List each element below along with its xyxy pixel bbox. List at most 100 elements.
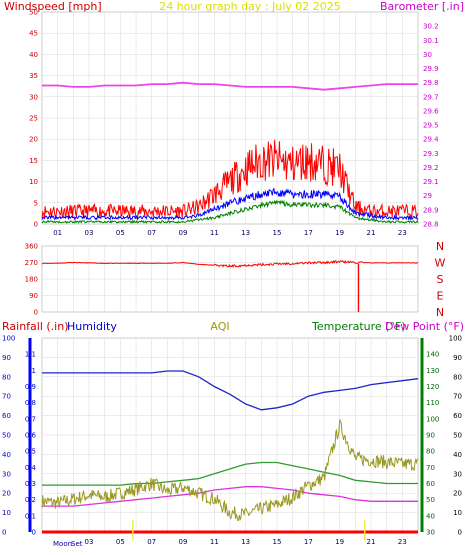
wind-direction-line [42,259,419,269]
wind-x-tick-label: 13 [241,229,250,237]
compass-label: E [437,290,444,303]
dewpoint-tick-label: 70 [453,393,462,401]
compass-label: N [436,306,444,319]
temperature-tick-label: 30 [426,529,435,537]
wind-x-tick-label: 23 [398,229,407,237]
dewpoint-tick-label: 40 [453,451,462,459]
moon-label: Moon [53,540,72,548]
aqi-label: AQI [210,320,229,333]
wind-average-line [41,187,419,222]
humidity-tick-label: 30 [2,470,11,478]
windspeed-label: Windspeed [mph] [4,0,102,13]
humidity-x-tick-label: 07 [147,538,156,546]
barometer-tick-label: 29.7 [423,93,439,101]
windspeed-tick-label: 50 [29,9,38,17]
wind-low-line [41,199,419,224]
windspeed-tick-label: 40 [29,51,38,59]
windspeed-tick-label: 0 [34,221,38,229]
temperature-tick-label: 50 [426,496,435,504]
compass-label: N [436,240,444,253]
barometer-tick-label: 29 [423,192,432,200]
humidity-tick-label: 0 [2,529,6,537]
wind-plot: 0510152025303540455028.828.92929.129.229… [29,9,439,238]
windspeed-tick-label: 10 [29,178,38,186]
barometer-tick-label: 28.9 [423,206,439,214]
barometer-tick-label: 28.8 [423,221,439,229]
humidity-x-tick-label: 11 [210,538,219,546]
temperature-tick-label: 140 [426,351,439,359]
humidity-x-tick-label: 15 [273,538,282,546]
dewpoint-tick-label: 80 [453,373,462,381]
rainfall-label: Rainfall (.in) [2,320,69,333]
direction-tick-label: 0 [34,309,38,317]
wind-x-tick-label: 11 [210,229,219,237]
dewpoint-tick-label: 0 [458,529,462,537]
humidity-temperature-plot: 010203040506070809010000.10.20.30.40.50.… [2,335,462,547]
barometer-tick-label: 29.4 [423,136,439,144]
humidity-x-tick-label: 09 [179,538,188,546]
windspeed-tick-label: 45 [29,30,38,38]
temperature-tick-label: 100 [426,415,439,423]
aqi-line [41,419,419,522]
temperature-label: Temperature (°F) [311,320,406,333]
windspeed-tick-label: 35 [29,72,38,80]
temperature-tick-label: 60 [426,480,435,488]
set-label: Set [71,540,83,548]
barometer-tick-label: 30.2 [423,23,439,31]
dewpoint-tick-label: 10 [453,509,462,517]
wind-x-tick-label: 01 [53,229,62,237]
direction-tick-label: 270 [25,259,38,267]
direction-tick-label: 360 [25,243,38,251]
direction-tick-label: 90 [29,292,38,300]
wind-x-tick-label: 21 [367,229,376,237]
dewpoint-tick-label: 100 [449,335,462,343]
dewpoint-label: Dew Point (°F) [385,320,464,333]
wind-x-tick-label: 17 [304,229,313,237]
barometer-tick-label: 29.3 [423,150,439,158]
humidity-x-tick-label: 17 [304,538,313,546]
windspeed-tick-label: 15 [29,157,38,165]
barometer-tick-label: 30.1 [423,37,439,45]
wind-x-tick-label: 15 [273,229,282,237]
barometer-line [42,81,418,91]
direction-tick-label: 180 [25,276,38,284]
dewpoint-tick-label: 90 [453,354,462,362]
humidity-x-tick-label: 23 [398,538,407,546]
barometer-tick-label: 29.8 [423,79,439,87]
humidity-tick-label: 40 [2,451,11,459]
dewpoint-line [42,486,418,507]
humidity-tick-label: 80 [2,373,11,381]
humidity-x-tick-label: 21 [367,538,376,546]
humidity-x-tick-label: 03 [85,538,94,546]
wind-x-tick-label: 03 [85,229,94,237]
dewpoint-tick-label: 20 [453,490,462,498]
graph-title: 24 hour graph day : July 02 2025 [159,0,341,13]
barometer-tick-label: 29.5 [423,122,439,130]
wind-x-tick-label: 05 [116,229,125,237]
barometer-tick-label: 29.9 [423,65,439,73]
temperature-tick-label: 70 [426,464,435,472]
dewpoint-tick-label: 60 [453,412,462,420]
windspeed-tick-label: 5 [34,199,38,207]
windspeed-tick-label: 20 [29,136,38,144]
temperature-tick-label: 130 [426,367,439,375]
humidity-tick-label: 60 [2,412,11,420]
rainfall-tick-label: 0 [32,529,36,537]
rainfall-tick-label: 1 [32,367,36,375]
temperature-tick-label: 120 [426,383,439,391]
humidity-x-tick-label: 05 [116,538,125,546]
humidity-tick-label: 50 [2,432,11,440]
humidity-x-tick-label: 19 [335,538,344,546]
barometer-tick-label: 30 [423,51,432,59]
temperature-tick-label: 90 [426,432,435,440]
compass-label: W [435,257,446,270]
humidity-x-tick-label: 13 [241,538,250,546]
dewpoint-tick-label: 30 [453,470,462,478]
temperature-tick-label: 110 [426,399,439,407]
windspeed-tick-label: 30 [29,93,38,101]
wind-x-tick-label: 07 [147,229,156,237]
dewpoint-tick-label: 50 [453,432,462,440]
barometer-tick-label: 29.6 [423,107,439,115]
barometer-label: Barometer [.in] [380,0,464,13]
